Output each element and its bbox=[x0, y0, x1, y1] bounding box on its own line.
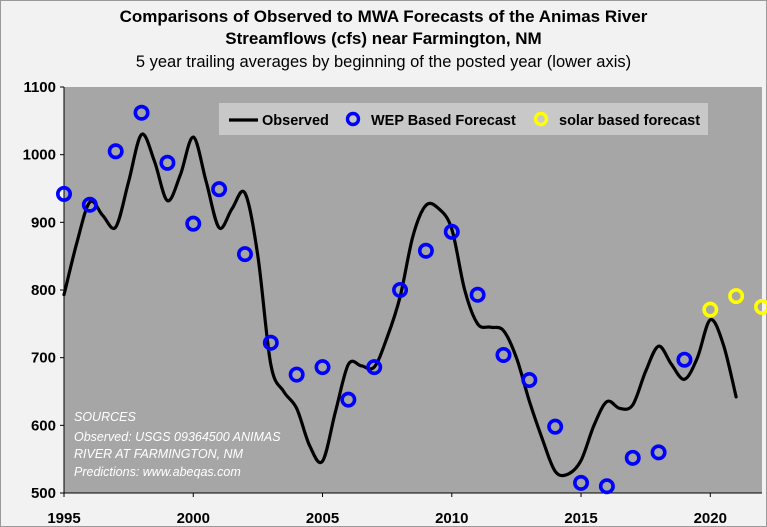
wep-forecast-point bbox=[185, 215, 202, 232]
wep-forecast-point bbox=[288, 366, 305, 383]
y-axis: 500 600 700 800 900 1000 1100 bbox=[23, 79, 65, 502]
wep-forecast-point bbox=[676, 351, 693, 368]
wep-forecast-point bbox=[211, 181, 228, 198]
solar-forecast-point bbox=[702, 301, 719, 318]
wep-forecast-point bbox=[443, 223, 460, 240]
wep-forecast-point bbox=[366, 359, 383, 376]
sources-annotation: SOURCES Observed: USGS 09364500 ANIMAS R… bbox=[74, 410, 281, 479]
wep-forecast-point bbox=[573, 474, 590, 491]
legend-label-observed: Observed bbox=[262, 113, 329, 129]
wep-forecast-point bbox=[392, 281, 409, 298]
wep-forecast-point bbox=[314, 359, 331, 376]
chart-subtitle: 5 year trailing averages by beginning of… bbox=[135, 53, 632, 71]
wep-forecast-point bbox=[417, 242, 434, 259]
y-tick-label: 1100 bbox=[23, 79, 56, 96]
wep-forecast-point bbox=[81, 196, 98, 213]
x-axis: 1995 2000 2005 2010 2015 2020 bbox=[47, 492, 762, 527]
legend-swatch-solar bbox=[533, 111, 549, 127]
wep-forecast-point bbox=[236, 246, 253, 263]
legend: Observed WEP Based Forecast solar based … bbox=[219, 103, 708, 135]
x-tick-label: 2005 bbox=[306, 510, 339, 527]
legend-label-wep: WEP Based Forecast bbox=[371, 113, 516, 129]
solar-forecast-point bbox=[754, 298, 767, 315]
x-tick-label: 1995 bbox=[47, 510, 80, 527]
wep-forecast-point bbox=[598, 478, 615, 495]
sources-predictions: Predictions: www.abeqas.com bbox=[74, 465, 241, 479]
plot-area bbox=[64, 87, 762, 493]
x-tick-label: 2020 bbox=[694, 510, 727, 527]
sources-observed-location: RIVER AT FARMINGTON, NM bbox=[74, 447, 244, 461]
sources-heading: SOURCES bbox=[74, 410, 136, 424]
wep-forecast-point bbox=[547, 418, 564, 435]
wep-forecast-point bbox=[262, 334, 279, 351]
observed-line bbox=[62, 132, 738, 478]
series-layer bbox=[55, 104, 767, 495]
wep-forecast-point bbox=[650, 444, 667, 461]
legend-swatch-wep bbox=[345, 111, 361, 127]
y-tick-label: 900 bbox=[31, 214, 56, 231]
legend-box bbox=[219, 103, 708, 135]
wep-forecast-point bbox=[107, 143, 124, 160]
x-tick-label: 2000 bbox=[177, 510, 210, 527]
x-tick-label: 2015 bbox=[564, 510, 597, 527]
wep-forecast-point bbox=[55, 185, 72, 202]
y-tick-label: 800 bbox=[31, 282, 56, 299]
x-tick-label: 2010 bbox=[435, 510, 468, 527]
y-tick-label: 500 bbox=[31, 485, 56, 502]
y-tick-label: 600 bbox=[31, 417, 56, 434]
legend-label-solar: solar based forecast bbox=[559, 113, 700, 129]
wep-forecast-point bbox=[521, 371, 538, 388]
y-tick-label: 1000 bbox=[23, 147, 56, 164]
chart-title-line-1: Comparisons of Observed to MWA Forecasts… bbox=[119, 7, 648, 26]
solar-forecast-point bbox=[728, 288, 745, 305]
wep-forecast-point bbox=[624, 449, 641, 466]
wep-forecast-point bbox=[340, 391, 357, 408]
wep-forecast-point bbox=[495, 346, 512, 363]
chart-title-block: Comparisons of Observed to MWA Forecasts… bbox=[0, 6, 767, 73]
sources-observed: Observed: USGS 09364500 ANIMAS bbox=[74, 430, 281, 444]
chart-title-line-2: Streamflows (cfs) near Farmington, NM bbox=[225, 29, 542, 48]
wep-forecast-point bbox=[469, 286, 486, 303]
wep-forecast-point bbox=[159, 154, 176, 171]
y-tick-label: 700 bbox=[31, 350, 56, 367]
wep-forecast-point bbox=[133, 104, 150, 121]
